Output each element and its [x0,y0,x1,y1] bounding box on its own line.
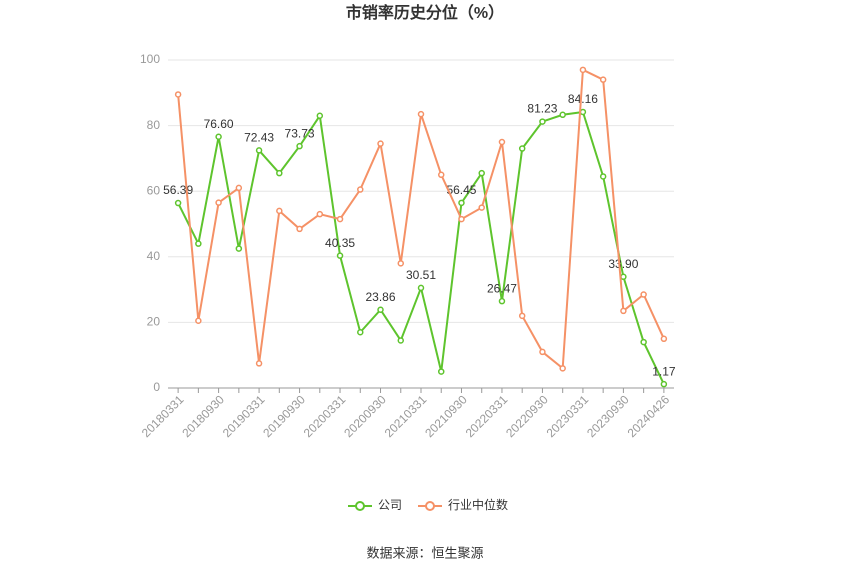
series-line [177,110,665,385]
point [276,207,283,215]
point [276,169,283,177]
y-tick-label: 0 [153,380,160,394]
point [518,312,526,320]
point [215,199,222,206]
point [377,306,384,313]
point [458,215,465,223]
y-tick-label: 100 [140,52,160,66]
value-label: 76.60 [204,117,234,131]
point [437,171,445,179]
point [397,260,405,267]
x-tick-label: 20230331 [544,392,592,440]
point [336,215,344,223]
value-label: 23.86 [366,290,396,304]
point [559,111,566,119]
value-label: 84.16 [568,92,598,106]
y-tick-label: 40 [147,249,161,263]
chart-title: 市销率历史分位（%） [346,3,504,22]
x-tick-label: 20200930 [341,392,389,440]
point [579,66,587,74]
legend-label: 公司 [378,498,402,512]
point [640,291,647,298]
point [296,142,303,150]
point [195,317,202,325]
x-tick-label: 20180331 [139,392,187,440]
point [377,140,384,147]
source: 数据来源：恒生聚源 [366,545,483,560]
value-label: 81.23 [527,102,557,116]
point [620,307,627,315]
point [357,328,364,336]
point [174,91,182,98]
y-tick-label: 60 [147,183,161,197]
point [437,368,445,375]
point [316,210,324,218]
point [316,112,324,120]
value-label: 72.43 [244,131,274,145]
point [458,199,465,207]
x-tick-label: 20180930 [179,392,227,440]
point [417,284,425,292]
x-tick-label: 20220331 [463,392,511,440]
point [417,110,425,118]
point [559,365,566,372]
value-label: 1.17 [652,364,676,378]
point [478,204,485,211]
y-tick-label: 20 [147,315,161,329]
x-tick-label: 20230930 [584,392,632,440]
x-tick-label: 20190930 [260,392,308,440]
point [235,245,243,252]
legend-label: 行业中位数 [448,497,508,512]
point [599,173,607,180]
point [620,273,627,281]
value-label: 33.90 [608,257,638,271]
x-tick-label: 20220930 [503,392,551,440]
point [215,133,222,141]
point [296,225,303,233]
point [518,145,526,152]
point [195,240,202,247]
point [397,337,405,344]
x-tick-label: 20240426 [625,392,673,440]
x-tick-label: 20210930 [422,392,470,440]
point [498,297,506,305]
value-label: 40.35 [325,236,355,250]
point [640,338,647,346]
x-tick-label: 20200331 [301,392,349,440]
x-tick-label: 20210331 [382,392,430,440]
value-label: 56.45 [446,183,476,197]
point [599,76,607,83]
x-tick-label: 20190331 [220,392,268,440]
point [478,169,485,177]
point [660,380,668,388]
point [660,335,668,343]
point [336,252,344,259]
legend-marker [425,501,435,511]
value-label: 73.73 [285,126,315,140]
point [255,360,263,367]
point [255,147,263,154]
y-tick-label: 80 [147,118,161,132]
point [498,138,506,146]
point [357,186,364,193]
point [539,348,546,356]
value-label: 26.47 [487,281,517,295]
legend-marker [355,501,365,511]
value-label: 56.39 [163,183,193,197]
point [235,184,243,192]
value-label: 30.51 [406,268,436,282]
point [539,118,546,125]
point [174,199,182,207]
